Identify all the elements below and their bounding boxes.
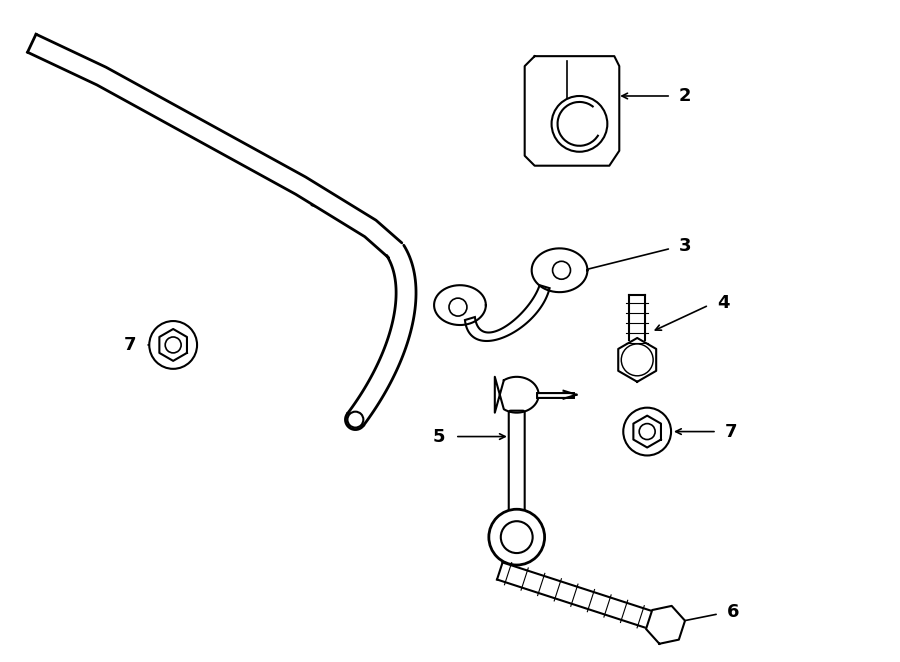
Polygon shape [465, 285, 550, 341]
Polygon shape [28, 34, 401, 258]
Polygon shape [646, 606, 685, 643]
Polygon shape [525, 56, 619, 166]
Polygon shape [618, 338, 656, 382]
Polygon shape [497, 563, 669, 634]
Circle shape [149, 321, 197, 369]
Polygon shape [495, 377, 538, 412]
Text: 7: 7 [124, 336, 136, 354]
Polygon shape [434, 285, 486, 325]
Circle shape [639, 424, 655, 440]
Text: 6: 6 [727, 603, 739, 621]
Circle shape [621, 344, 653, 376]
Circle shape [624, 408, 671, 455]
Circle shape [552, 96, 608, 152]
FancyBboxPatch shape [508, 410, 525, 511]
Text: 7: 7 [724, 422, 737, 441]
Polygon shape [634, 416, 661, 448]
Polygon shape [532, 248, 588, 292]
Polygon shape [347, 245, 416, 426]
Polygon shape [159, 329, 187, 361]
Circle shape [449, 298, 467, 316]
Circle shape [553, 261, 571, 279]
Text: 2: 2 [679, 87, 691, 105]
Text: 5: 5 [433, 428, 445, 446]
Circle shape [500, 521, 533, 553]
Text: 3: 3 [679, 238, 691, 256]
Circle shape [166, 337, 181, 353]
Text: 1: 1 [283, 171, 295, 189]
Text: 4: 4 [717, 294, 729, 312]
Circle shape [489, 509, 544, 565]
